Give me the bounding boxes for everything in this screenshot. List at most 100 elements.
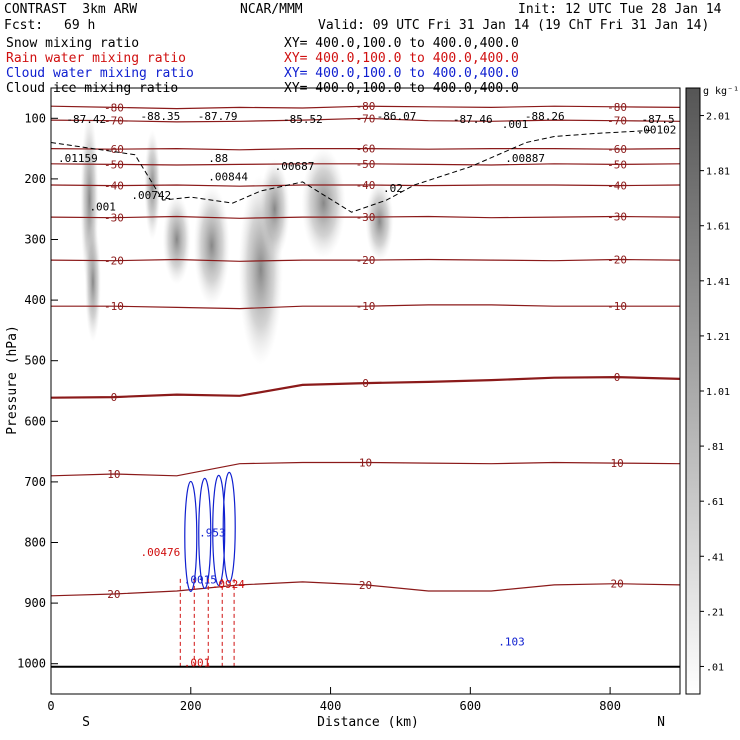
field-annotation-13: .00887	[505, 152, 545, 165]
cloud-water-contour-1	[198, 477, 212, 590]
snow-shading-3	[193, 185, 230, 306]
field-annotation-22: .103	[498, 636, 525, 649]
temp-contour-label-3-1: -50	[356, 158, 376, 171]
snow-shading-8	[162, 194, 191, 285]
forecast-hour: 69 h	[64, 18, 96, 33]
temp-contour-label-1-1: -70	[356, 112, 376, 125]
temp-contour-label-8-2: 0	[614, 371, 621, 384]
colorbar-label: .41	[706, 552, 724, 563]
field-annotation-23: .001	[184, 657, 211, 670]
x-tick-label: 400	[320, 699, 342, 713]
temp-contour-label-3-0: -50	[104, 158, 124, 171]
temp-contour-label-4-2: -40	[607, 180, 627, 193]
temp-contour-label-5-0: -30	[104, 212, 124, 225]
temp-contour-label-0-1: -80	[356, 100, 376, 113]
field-annotation-6: -88.26	[525, 110, 565, 123]
colorbar-label: 1.81	[706, 167, 730, 178]
temp-contour-label-10-0: 20	[107, 588, 120, 601]
x-end-label-left: S	[82, 715, 90, 730]
x-tick-label: 0	[47, 699, 54, 713]
snow-shading-7	[365, 181, 394, 262]
temp-contour-label-7-2: -10	[607, 300, 627, 313]
field-annotation-9: .00742	[131, 189, 171, 202]
temp-contour-5	[50, 215, 681, 219]
snow-shading-5	[259, 159, 290, 260]
temp-contour-label-7-0: -10	[104, 300, 124, 313]
x-tick-label: 800	[599, 699, 621, 713]
temp-contour-10	[50, 581, 681, 597]
y-tick-label: 600	[24, 414, 46, 428]
temp-contour-label-6-0: -20	[104, 255, 124, 268]
temp-contour-label-6-1: -20	[356, 254, 376, 267]
temp-contour-3	[50, 163, 681, 166]
field-annotation-15: .00102	[637, 123, 677, 136]
field-annotation-4: -86.07	[377, 110, 417, 123]
x-tick-label: 600	[459, 699, 481, 713]
colorbar-label: .61	[706, 497, 724, 508]
field-annotation-8: .01159	[58, 152, 98, 165]
temp-contour-label-4-0: -40	[104, 180, 124, 193]
temp-contour-label-10-2: 20	[610, 578, 623, 591]
y-tick-label: 800	[24, 536, 46, 550]
colorbar-label: .01	[706, 662, 724, 673]
x-axis-label: Distance (km)	[317, 715, 419, 730]
snow-shading-1	[84, 221, 101, 342]
temp-contour-label-0-0: -80	[104, 101, 124, 114]
valid-time: Valid: 09 UTC Fri 31 Jan 14 (19 ChT Fri …	[318, 18, 710, 33]
field-annotation-2: -87.79	[198, 110, 238, 123]
temp-contour-9	[50, 461, 681, 477]
cloud-water-contour-2	[212, 474, 226, 586]
field-name-rain: Rain water mixing ratio	[6, 51, 187, 66]
field-annotation-7: -87.5	[642, 113, 675, 126]
colorbar-unit: g kg⁻¹	[703, 86, 739, 97]
forecast-label: Fcst:	[4, 18, 44, 33]
temp-contour-label-5-2: -30	[607, 210, 627, 223]
y-tick-label: 700	[24, 475, 46, 489]
colorbar-label: 1.01	[706, 387, 730, 398]
x-end-label-right: N	[657, 715, 665, 730]
temp-contour-label-9-1: 10	[359, 457, 372, 470]
temp-contour-label-6-2: -20	[607, 253, 627, 266]
field-annotation-19: .00476	[140, 546, 180, 559]
snow-shading-6	[301, 148, 346, 259]
field-annotation-1: -88.35	[140, 110, 180, 123]
y-tick-label: 500	[24, 354, 46, 368]
field-xy-snow: XY= 400.0,100.0 to 400.0,400.0	[284, 36, 519, 51]
colorbar-gradient	[685, 87, 701, 695]
temp-contour-4	[50, 184, 681, 187]
field-annotation-18: .953	[199, 526, 226, 539]
cloud-water-contour-0	[184, 480, 198, 593]
field-annotation-20: .0015	[184, 574, 217, 587]
temp-contour-label-0-2: -80	[607, 101, 627, 114]
field-annotation-11: .00687	[275, 160, 315, 173]
y-axis-label: Pressure (hPa)	[5, 325, 20, 435]
x-tick-label: 200	[180, 699, 202, 713]
center-name: NCAR/MMM	[240, 2, 303, 17]
colorbar-label: 1.21	[706, 332, 730, 343]
y-tick-label: 100	[24, 111, 46, 125]
temp-contour-label-8-1: 0	[362, 377, 369, 390]
temp-contour-label-2-0: -60	[104, 143, 124, 156]
temp-contour-label-5-1: -30	[356, 211, 376, 224]
field-annotation-0: -87.42	[66, 113, 106, 126]
field-annotation-10: .00844	[208, 171, 248, 184]
temp-contour-label-10-1: 20	[359, 579, 372, 592]
cloud-water-contour-3	[222, 471, 236, 583]
model-title: CONTRAST 3km ARW	[4, 2, 138, 17]
y-tick-label: 300	[24, 233, 46, 247]
field-annotation-16: .001	[89, 200, 116, 213]
field-annotation-12: .02	[383, 182, 403, 195]
field-xy-cloudwater: XY= 400.0,100.0 to 400.0,400.0	[284, 66, 519, 81]
y-tick-label: 900	[24, 596, 46, 610]
temp-contour-1	[50, 117, 681, 123]
temp-contour-8	[50, 375, 681, 399]
temp-contour-2	[50, 147, 681, 151]
plot-frame	[50, 87, 681, 695]
temp-contour-label-3-2: -50	[607, 158, 627, 171]
temp-contour-7	[51, 304, 680, 310]
y-tick-label: 400	[24, 293, 46, 307]
temp-contour-label-2-2: -60	[607, 143, 627, 156]
colorbar-label: 1.41	[706, 277, 730, 288]
init-time: Init: 12 UTC Tue 28 Jan 14	[518, 2, 722, 17]
